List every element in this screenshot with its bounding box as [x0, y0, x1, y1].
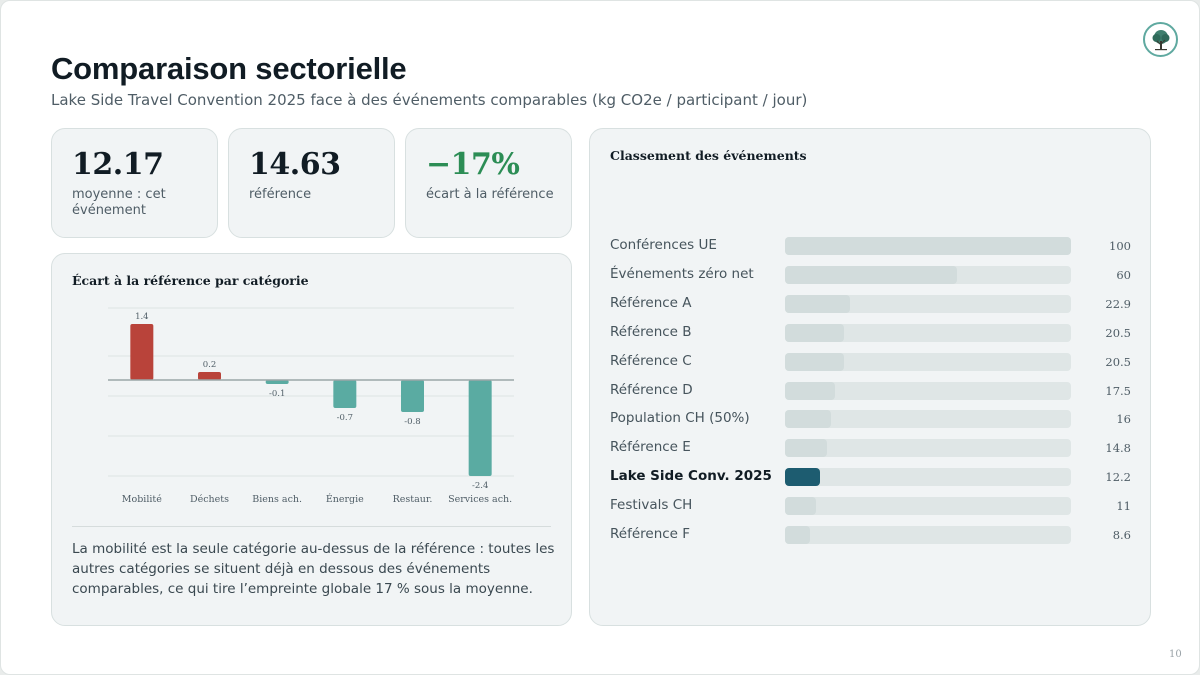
ranking-label: Référence C [610, 352, 692, 369]
kpi-card-event-average: 12.17 moyenne : cet événement [51, 128, 218, 238]
ranking-bar [785, 323, 844, 342]
deviation-chart: 1.4 Mobilité 0.2 Déchets -0.1 Biens ach. -0.7 É… [108, 307, 514, 505]
ranking-label: Conférences UE [610, 237, 717, 253]
bar-énergie [333, 380, 357, 408]
ranking-value: 20.5 [1105, 325, 1131, 340]
ranking-label: Référence B [610, 323, 692, 340]
ranking-bar [785, 468, 820, 487]
data-label: -0.7 [337, 413, 353, 423]
ranking-value: 17.5 [1105, 383, 1131, 398]
ranking-value: 14.8 [1105, 441, 1131, 456]
ranking-bar [785, 352, 844, 371]
ranking-track [785, 439, 1071, 458]
divider [72, 526, 551, 527]
ranking-value: 11 [1116, 499, 1131, 514]
kpi-value: 14.63 [249, 147, 341, 182]
ranking-track [785, 381, 1071, 400]
chart-note: La mobilité est la seule catégorie au-de… [72, 541, 555, 597]
kpi-label: référence [249, 187, 312, 202]
bar-mobilité [130, 324, 154, 380]
x-tick-label: Mobilité [122, 494, 162, 505]
bar-biens-ach- [265, 380, 289, 384]
ranking-bar [785, 410, 831, 429]
ranking-track [785, 323, 1071, 342]
ranking-bar [785, 439, 828, 458]
page-title: Comparaison sectorielle [51, 51, 407, 86]
ranking-track [785, 237, 1071, 255]
kpi-value: 12.17 [72, 147, 164, 182]
ranking-track [785, 526, 1071, 544]
tree-icon [1143, 22, 1178, 57]
ranking-label: Référence D [610, 381, 693, 398]
ranking-label: Population CH (50%) [610, 410, 750, 427]
ranking-value: 20.5 [1105, 354, 1131, 369]
x-tick-label: Énergie [326, 493, 364, 505]
ranking-bar [785, 294, 851, 313]
ranking-label: Référence E [610, 439, 691, 456]
ranking-track [785, 294, 1071, 313]
x-tick-label: Déchets [190, 494, 229, 505]
bar-services-ach- [468, 380, 492, 476]
ranking-track [785, 410, 1071, 429]
data-label: -0.1 [269, 389, 285, 399]
chart-title: Écart à la référence par catégorie [72, 273, 309, 288]
ranking-label: Référence A [610, 294, 692, 311]
x-tick-label: Biens ach. [252, 494, 302, 505]
kpi-card-reference: 14.63 référence [228, 128, 395, 238]
x-tick-label: Services ach. [448, 494, 512, 505]
ranking-bar [785, 526, 810, 544]
data-label: -2.4 [472, 481, 488, 491]
ranking-value: 100 [1109, 239, 1131, 253]
bar-restaur- [401, 380, 424, 412]
ranking-track [785, 497, 1071, 516]
ranking-value: 8.6 [1112, 528, 1131, 542]
ranking-track [785, 468, 1071, 487]
kpi-label: moyenne : cet événement [72, 187, 166, 218]
ranking-track [785, 352, 1071, 371]
ranking-label: Lake Side Conv. 2025 [610, 468, 772, 485]
page-subtitle: Lake Side Travel Convention 2025 face à … [51, 91, 808, 109]
ranking-card: Classement des événements Conférences UE… [589, 128, 1151, 626]
kpi-value: −17% [426, 147, 520, 182]
ranking-value: 12.2 [1105, 470, 1131, 485]
data-label: 0.2 [203, 360, 217, 370]
ranking-bar [785, 265, 957, 284]
page-number: 10 [1169, 649, 1182, 660]
ranking-value: 16 [1116, 412, 1131, 427]
ranking-bar [785, 237, 1071, 255]
ranking-label: Festivals CH [610, 497, 693, 514]
ranking-bar [785, 381, 836, 400]
bar-déchets [198, 372, 221, 380]
ranking-bar [785, 497, 817, 516]
ranking-value: 60 [1116, 267, 1131, 282]
ranking-label: Événements zéro net [610, 265, 754, 282]
deviation-chart-card: Écart à la référence par catégorie 1.4 Mo… [51, 253, 572, 626]
data-label: -0.8 [404, 417, 420, 427]
kpi-card-gap: −17% écart à la référence [405, 128, 572, 238]
kpi-label: écart à la référence [426, 187, 554, 202]
ranking-label: Référence F [610, 526, 691, 542]
x-tick-label: Restaur. [393, 494, 433, 505]
ranking-track [785, 265, 1071, 284]
ranking-value: 22.9 [1105, 296, 1131, 311]
ranking-title: Classement des événements [610, 148, 807, 163]
data-label: 1.4 [135, 312, 149, 322]
